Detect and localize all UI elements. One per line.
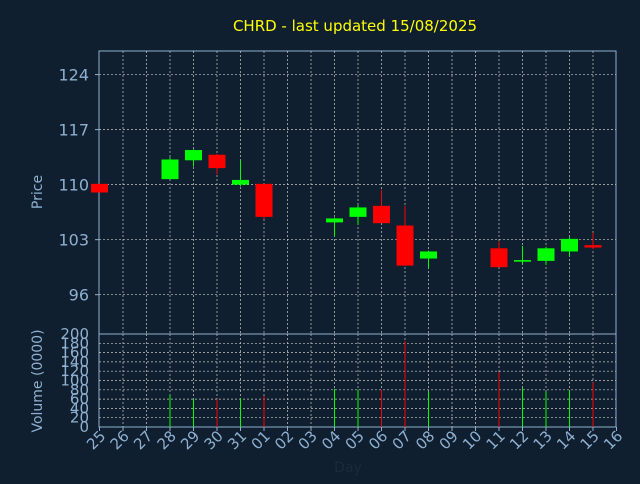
- volume-y-tick-label: 140: [60, 353, 89, 371]
- candle-body: [185, 150, 202, 161]
- candle-body: [537, 248, 555, 261]
- volume-y-tick-label: 200: [60, 325, 89, 343]
- candles: [91, 149, 602, 268]
- price-y-tick-label: 124: [58, 66, 89, 85]
- x-axis-label: Day: [334, 460, 362, 476]
- chart-title: CHRD - last updated 15/08/2025: [233, 17, 477, 35]
- candle-body: [490, 248, 508, 268]
- price-y-tick-label: 117: [58, 121, 89, 140]
- price-y-tick-label: 110: [58, 176, 89, 195]
- candle-body: [255, 183, 273, 217]
- x-tick-labels: 2526272829303101020304050607080910111213…: [83, 427, 626, 453]
- volume-y-tick-label: 100: [60, 372, 89, 390]
- candle-body: [349, 207, 367, 217]
- volume-y-tick-label: 180: [60, 334, 89, 352]
- price-y-tick-labels: 96 103 110 117 124: [58, 66, 99, 305]
- candle-body: [396, 225, 414, 266]
- volume-y-tick-label: 160: [60, 344, 89, 362]
- candle-body: [161, 159, 179, 180]
- volume-y-axis-label: Volume (0000): [30, 329, 46, 432]
- price-y-tick-label: 96: [69, 286, 89, 305]
- price-y-axis-label: Price: [30, 175, 46, 209]
- candle-body: [561, 238, 578, 252]
- candle-body: [208, 154, 226, 169]
- candle-body: [514, 260, 531, 262]
- volume-y-tick-label: 120: [60, 362, 89, 380]
- volume-y-tick-label: 60: [70, 390, 89, 408]
- candle-body: [232, 179, 249, 185]
- candle-body: [373, 205, 390, 224]
- volume-y-tick-label: 20: [70, 409, 89, 427]
- volume-y-tick-label: 0: [79, 418, 89, 436]
- volume-y-tick-label: 80: [70, 381, 89, 399]
- price-y-tick-label: 103: [58, 231, 89, 250]
- volume-bars: [169, 340, 594, 427]
- price-grid: [99, 51, 616, 334]
- candle-body: [91, 183, 108, 193]
- candle-body: [420, 251, 437, 259]
- candle-body: [326, 218, 343, 223]
- volume-y-tick-label: 40: [70, 399, 89, 417]
- candle-body: [584, 245, 602, 248]
